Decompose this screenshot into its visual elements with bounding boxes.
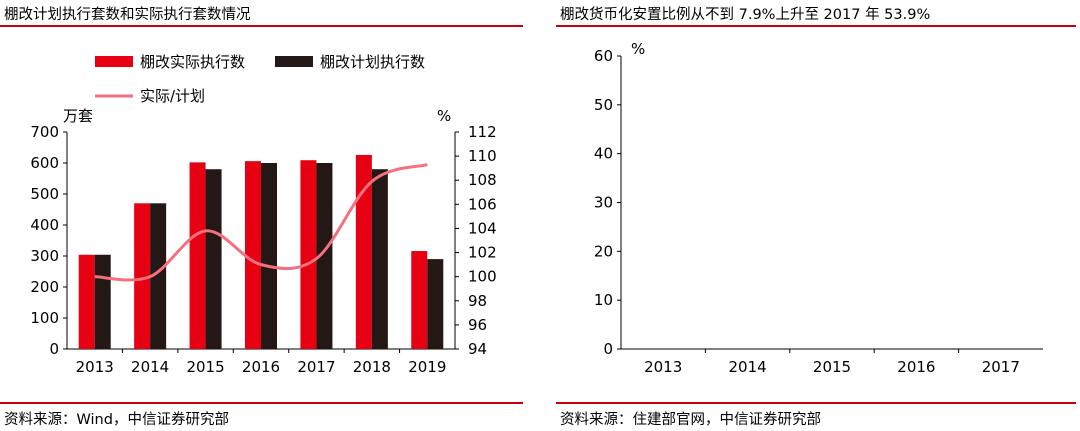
x-tick-label: 2013: [644, 358, 682, 376]
bar-plan: [205, 169, 222, 349]
y-axis-unit: %: [631, 40, 645, 58]
y-tick-label-right: 108: [468, 171, 497, 189]
x-tick-label: 2014: [729, 358, 767, 376]
y-tick-label-right: 110: [468, 147, 497, 165]
legend-label-plan: 棚改计划执行数: [320, 53, 425, 71]
bar-plan: [150, 203, 167, 349]
y-tick-label-right: 100: [468, 268, 497, 286]
y-tick-label: 10: [594, 291, 613, 309]
bar-plan: [94, 254, 111, 349]
legend-label-actual: 棚改实际执行数: [140, 53, 245, 71]
bar-actual: [134, 203, 151, 349]
y-tick-label-right: 96: [468, 316, 487, 334]
chart-title: 棚改货币化安置比例从不到 7.9%上升至 2017 年 53.9%: [560, 7, 931, 23]
y-tick-label-right: 104: [468, 219, 497, 237]
y-tick-label-left: 700: [30, 123, 59, 141]
legend-swatch-plan: [275, 56, 313, 67]
x-tick-label: 2016: [242, 358, 280, 376]
x-tick-label: 2016: [897, 358, 935, 376]
bar-actual: [300, 160, 317, 349]
bar-actual: [189, 162, 206, 349]
title-rule: [556, 25, 1076, 27]
legend-label-ratio: 实际/计划: [140, 87, 205, 105]
y-tick-label: 20: [594, 242, 613, 260]
y-tick-label-left: 300: [30, 247, 59, 265]
bar-actual: [411, 251, 428, 349]
y-tick-label: 40: [594, 145, 613, 163]
y-tick-label-left: 500: [30, 185, 59, 203]
x-tick-label: 2019: [408, 358, 446, 376]
chart-title: 棚改计划执行套数和实际执行套数情况: [4, 7, 251, 23]
bar-plan: [371, 169, 388, 349]
right-chart-panel: 棚改货币化安置比例从不到 7.9%上升至 2017 年 53.9% % 0 10 20…: [556, 0, 1080, 431]
footer-rule: [556, 402, 1076, 404]
x-tick-label: 2014: [131, 358, 169, 376]
left-chart-panel: 棚改计划执行套数和实际执行套数情况 棚改实际执行数 棚改计划执行数实际/计划万套%…: [0, 0, 530, 431]
title-rule: [0, 25, 523, 27]
y-tick-label: 50: [594, 96, 613, 114]
footer-rule: [0, 402, 523, 404]
x-tick-label: 2018: [353, 358, 391, 376]
y-tick-label-left: 100: [30, 309, 59, 327]
x-tick-label: 2017: [982, 358, 1020, 376]
x-tick-label: 2015: [186, 358, 224, 376]
y-tick-label-right: 106: [468, 195, 497, 213]
y-tick-label-left: 400: [30, 216, 59, 234]
y-tick-label-left: 600: [30, 154, 59, 172]
y-tick-label-right: 112: [468, 123, 497, 141]
y-tick-label-right: 98: [468, 292, 487, 310]
bar-plan: [316, 163, 333, 349]
y-tick-label-right: 94: [468, 340, 487, 358]
y-tick-label-left: 0: [49, 340, 59, 358]
y-tick-label: 60: [594, 47, 613, 65]
y-axis-left-unit: 万套: [63, 107, 93, 125]
y-tick-label: 0: [603, 340, 613, 358]
bar-actual: [245, 161, 261, 349]
y-tick-label-left: 200: [30, 278, 59, 296]
y-tick-label-right: 102: [468, 244, 497, 262]
ratio-line: [94, 163, 428, 282]
x-tick-label: 2017: [297, 358, 335, 376]
monetization-ratio-chart: % 0 10 20 30 40 50 60 2013 2014 2015 2016 2017: [594, 40, 1043, 376]
y-tick-label: 30: [594, 194, 613, 212]
x-tick-label: 2015: [813, 358, 851, 376]
source-note: 资料来源：Wind，中信证券研究部: [4, 412, 229, 428]
y-axis-right-unit: %: [437, 107, 451, 125]
x-tick-label: 2013: [76, 358, 114, 376]
source-note: 资料来源：住建部官网，中信证券研究部: [560, 412, 821, 428]
bar-actual: [355, 154, 372, 349]
bar-actual: [78, 254, 95, 349]
bar-plan: [261, 163, 277, 349]
bar-plan: [427, 259, 444, 349]
legend-swatch-actual: [95, 56, 133, 67]
